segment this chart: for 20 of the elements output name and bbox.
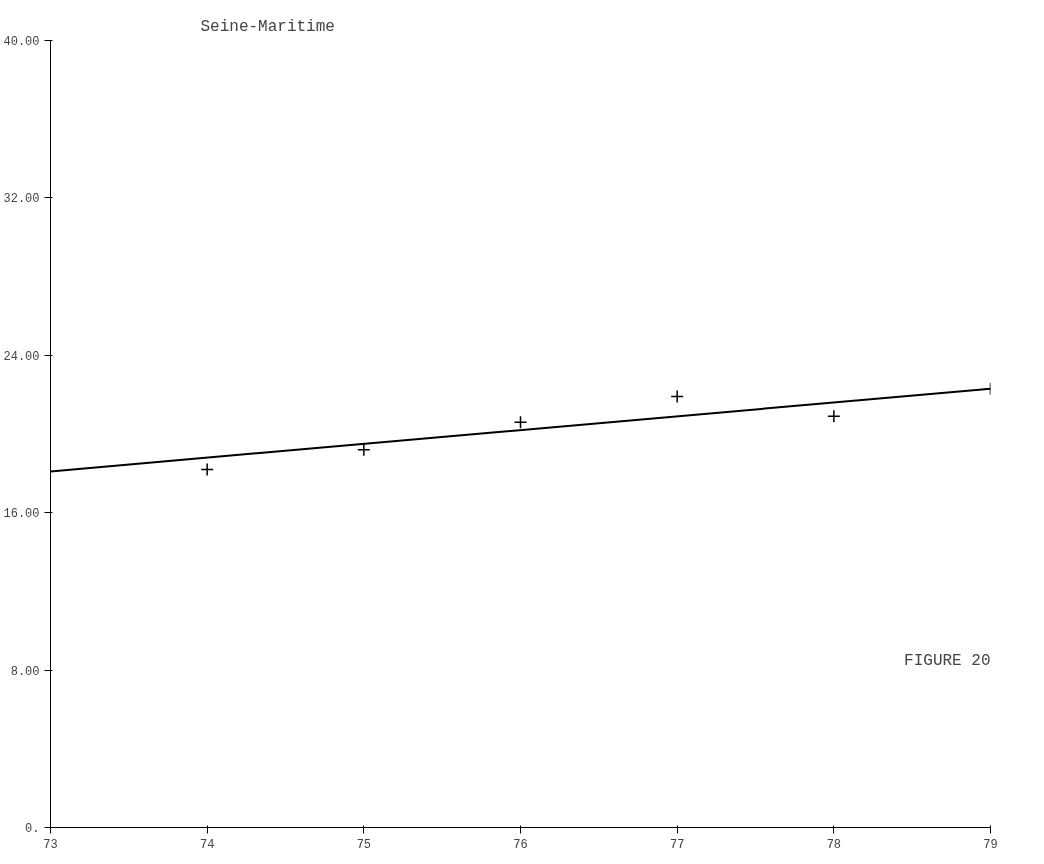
chart-title: Seine-Maritime	[200, 17, 335, 36]
y-tick-label: 8.00	[10, 664, 40, 679]
y-tick-label: 32.00	[3, 192, 40, 207]
y-tick-label: 24.00	[3, 349, 40, 364]
y-tick-label: 40.00	[3, 35, 40, 49]
point	[200, 462, 214, 477]
point	[827, 409, 841, 424]
x-tick-label: 77	[669, 837, 685, 852]
y-tick-label: 0.	[25, 822, 40, 836]
point	[357, 442, 371, 457]
x-tick-label: 79	[983, 837, 998, 852]
x-tick-label: 78	[826, 837, 842, 852]
annotation: FIGURE 20	[904, 652, 991, 671]
y-tick-label: 16.00	[3, 507, 40, 522]
point	[670, 389, 684, 404]
x-tick-label: 73	[43, 837, 58, 852]
point	[513, 415, 528, 429]
x-tick-label: 74	[199, 837, 215, 852]
x-tick-label: 76	[513, 837, 528, 852]
x-tick-label: 75	[356, 837, 372, 852]
